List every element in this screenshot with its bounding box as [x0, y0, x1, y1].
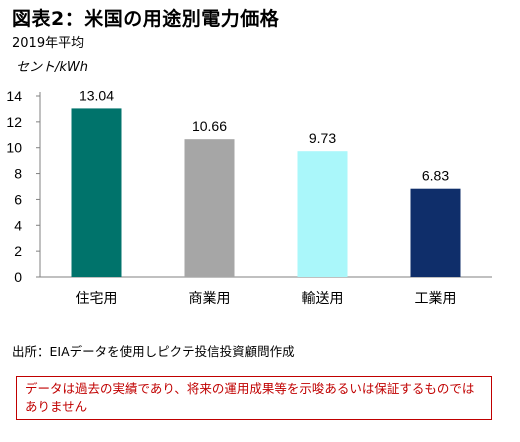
data-label: 9.73	[309, 130, 336, 146]
y-tick-label: 6	[14, 191, 22, 207]
bar	[71, 108, 122, 277]
chart-subtitle: 2019年平均	[12, 36, 85, 51]
y-axis-unit-label: セント/kWh	[16, 60, 89, 75]
x-tick-label: 輸送用	[302, 291, 344, 307]
y-tick-label: 0	[14, 269, 22, 285]
y-tick-label: 8	[14, 166, 22, 182]
y-tick-label: 14	[6, 88, 22, 104]
x-tick-label: 住宅用	[76, 291, 118, 307]
source-note: 出所：EIAデータを使用しピクテ投信投資顧問作成	[12, 344, 295, 359]
data-label: 10.66	[192, 118, 227, 134]
y-tick-label: 2	[14, 243, 22, 259]
x-tick-label: 工業用	[415, 291, 457, 307]
x-tick-label: 商業用	[189, 291, 231, 307]
bar	[297, 151, 348, 277]
disclaimer-text: データは過去の実績であり、将来の運用成果等を示唆あるいは保証するものではありませ…	[25, 381, 475, 414]
chart-title: 図表2：米国の用途別電力価格	[12, 8, 280, 30]
disclaimer-box: データは過去の実績であり、将来の運用成果等を示唆あるいは保証するものではありませ…	[16, 376, 492, 420]
bar-chart: 0 2 4 6 8 10 12 14 13.04 住宅用 10.66 商業用 9.73 輸送用 6.83 工業…	[6, 87, 492, 307]
bar	[184, 139, 235, 277]
data-label: 13.04	[79, 87, 114, 103]
data-label: 6.83	[422, 168, 449, 184]
bar	[410, 188, 461, 277]
y-tick-label: 4	[14, 217, 22, 233]
y-tick-label: 12	[6, 114, 22, 130]
y-tick-label: 10	[6, 140, 22, 156]
